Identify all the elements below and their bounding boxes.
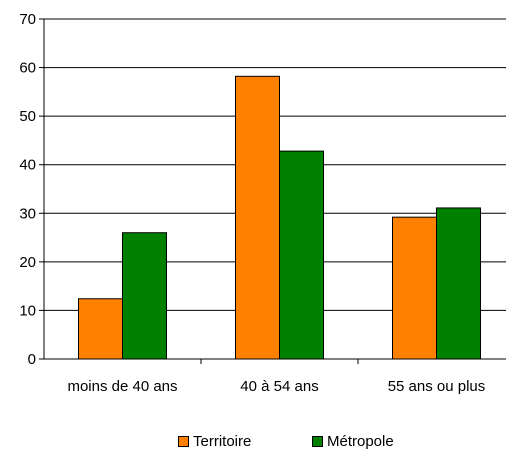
x-tick-label: 40 à 54 ans <box>240 378 318 395</box>
y-tick-label: 70 <box>19 11 36 28</box>
legend-swatch-metropole <box>312 436 323 447</box>
x-tick-label: moins de 40 ans <box>67 378 177 395</box>
x-tick-labels: moins de 40 ans 40 à 54 ans 55 ans ou plus <box>67 378 485 395</box>
bars <box>78 75 481 360</box>
y-tick-label: 0 <box>28 351 36 368</box>
y-tick-label: 20 <box>19 254 36 271</box>
y-tick-label: 10 <box>19 302 36 319</box>
bar-metropole <box>436 207 481 360</box>
bar-metropole <box>279 150 324 360</box>
y-tick-labels: 0 10 20 30 40 50 60 70 <box>19 11 36 368</box>
bar-territoire <box>78 298 123 360</box>
axes <box>39 18 506 364</box>
bar-territoire <box>235 75 280 360</box>
y-tick-label: 50 <box>19 108 36 125</box>
y-tick-label: 40 <box>19 157 36 174</box>
y-tick-label: 30 <box>19 205 36 222</box>
bar-metropole <box>122 232 167 360</box>
y-tick-label: 60 <box>19 60 36 77</box>
bar-territoire <box>392 216 437 360</box>
legend: Territoire Métropole <box>0 433 506 451</box>
legend-item-territoire: Territoire <box>178 433 251 450</box>
x-tick-label: 55 ans ou plus <box>388 378 486 395</box>
legend-item-metropole: Métropole <box>312 433 394 450</box>
legend-label-territoire: Territoire <box>193 433 252 450</box>
legend-swatch-territoire <box>178 436 189 447</box>
legend-label-metropole: Métropole <box>327 433 394 450</box>
